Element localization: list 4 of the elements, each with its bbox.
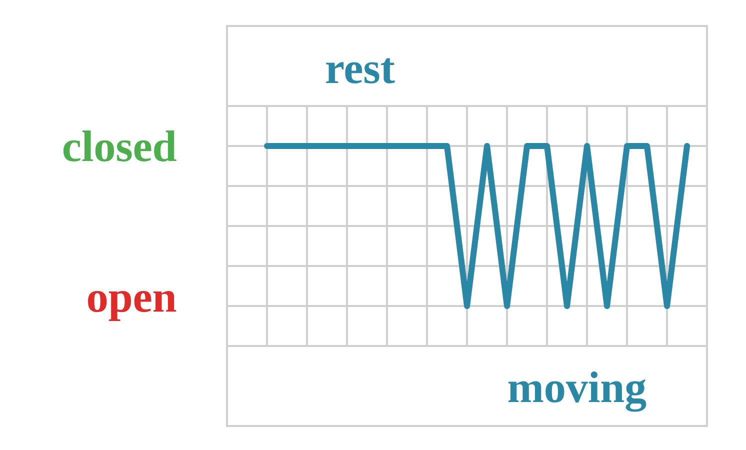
text: closed	[63, 130, 176, 162]
text: open	[88, 290, 176, 322]
text: moving	[508, 371, 646, 412]
text: rest	[326, 58, 395, 84]
